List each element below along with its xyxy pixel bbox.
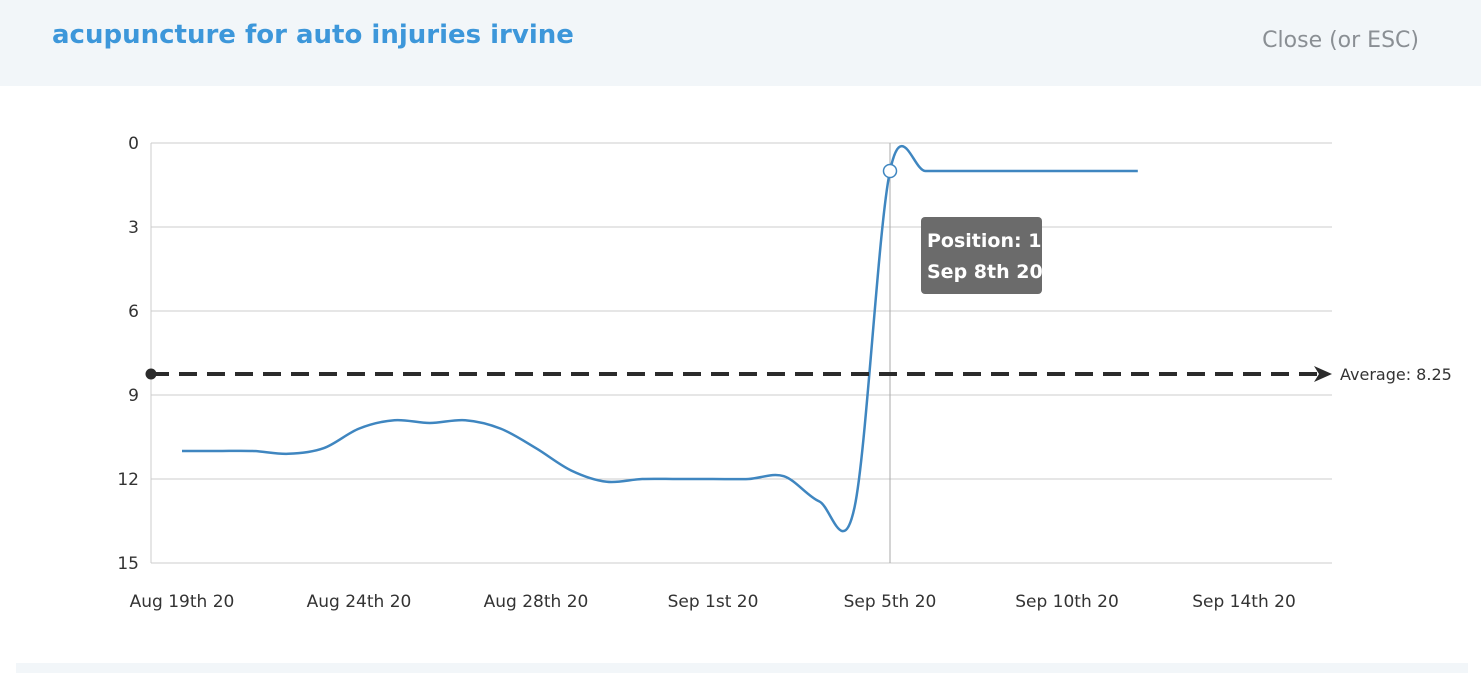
x-tick-label: Sep 14th 20: [1192, 592, 1296, 612]
highlighted-point: [882, 163, 898, 179]
close-button[interactable]: Close (or ESC): [1262, 28, 1419, 53]
modal-header: acupuncture for auto injuries irvine Clo…: [0, 0, 1481, 86]
page-title: acupuncture for auto injuries irvine: [52, 20, 574, 50]
x-tick-label: Sep 1st 20: [668, 592, 759, 612]
series-line: [182, 144, 1138, 533]
tooltip-box: [921, 217, 1042, 294]
y-tick-label: 3: [128, 218, 139, 238]
y-tick-label: 0: [128, 134, 139, 154]
y-tick-label: 9: [128, 386, 139, 406]
chart-area: 0 3 6 9 12 15 Aug 19th 20 Aug 24th 20 Aug 28th 2…: [0, 86, 1481, 664]
footer-strip: [16, 663, 1468, 673]
position-chart: 0 3 6 9 12 15 Aug 19th 20 Aug 24th 20 Aug 28th 2…: [117, 134, 1452, 612]
y-tick-label: 15: [117, 554, 139, 574]
x-tick-label: Aug 28th 20: [484, 592, 589, 612]
x-tick-label: Sep 5th 20: [844, 592, 937, 612]
x-tick-label: Aug 24th 20: [307, 592, 412, 612]
x-tick-label: Aug 19th 20: [130, 592, 235, 612]
average-start-dot: [145, 368, 157, 380]
y-tick-label: 12: [117, 470, 139, 490]
x-tick-label: Sep 10th 20: [1015, 592, 1119, 612]
average-arrow-icon: [1314, 366, 1332, 382]
tooltip-date: Sep 8th 20: [927, 261, 1043, 283]
y-tick-label: 6: [128, 302, 139, 322]
tooltip-position: Position: 1: [927, 230, 1041, 252]
average-label: Average: 8.25: [1340, 365, 1452, 384]
